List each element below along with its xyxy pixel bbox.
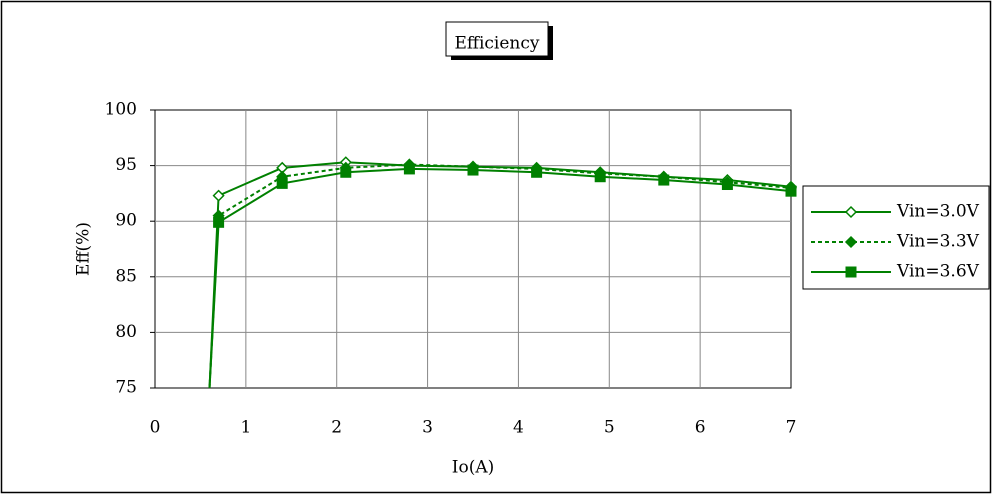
x-tick-label: 5 — [604, 418, 615, 438]
chart-title-box: Efficiency — [445, 21, 553, 60]
legend-label: Vin=3.0V — [896, 202, 980, 222]
y-tick-label: 75 — [115, 378, 137, 398]
data-point — [785, 185, 797, 197]
legend-label: Vin=3.6V — [896, 262, 980, 282]
series-layer — [208, 156, 798, 389]
data-point — [658, 174, 670, 186]
x-tick-label: 7 — [786, 418, 797, 438]
data-point — [403, 163, 415, 175]
legend-marker — [845, 266, 857, 278]
data-point — [213, 216, 225, 228]
x-tick-label: 4 — [513, 418, 524, 438]
x-axis-label: Io(A) — [452, 458, 495, 478]
data-point — [212, 189, 225, 202]
series-3 — [208, 163, 797, 389]
plot-area — [154, 109, 792, 389]
y-tick-label: 95 — [115, 155, 137, 175]
legend: Vin=3.0V Vin=3.3V Vin=3.6V — [802, 185, 990, 290]
data-point — [467, 164, 479, 176]
data-point — [594, 171, 606, 183]
x-tick-label: 3 — [422, 418, 433, 438]
data-point — [531, 166, 543, 178]
grid — [155, 110, 791, 388]
legend-marker — [844, 205, 858, 219]
data-point — [721, 179, 733, 191]
chart-title: Efficiency — [454, 34, 539, 54]
x-tick-label: 6 — [695, 418, 706, 438]
legend-label: Vin=3.3V — [896, 232, 980, 252]
data-point — [340, 166, 352, 178]
x-tick-label: 0 — [150, 418, 161, 438]
series-line — [208, 163, 792, 389]
data-point — [276, 177, 288, 189]
x-tick-label: 2 — [331, 418, 342, 438]
x-tick-label: 1 — [240, 418, 251, 438]
y-tick-label: 100 — [105, 100, 137, 120]
y-tick-label: 85 — [115, 266, 137, 286]
y-tick-label: 80 — [115, 322, 137, 342]
y-axis-ticks: 75 80 85 90 95 100 — [105, 100, 155, 398]
y-axis-label: Eff(%) — [74, 222, 94, 276]
x-axis-ticks: 0 1 2 3 4 5 6 7 — [150, 418, 797, 438]
legend-marker — [844, 235, 858, 249]
y-tick-label: 90 — [115, 211, 137, 231]
